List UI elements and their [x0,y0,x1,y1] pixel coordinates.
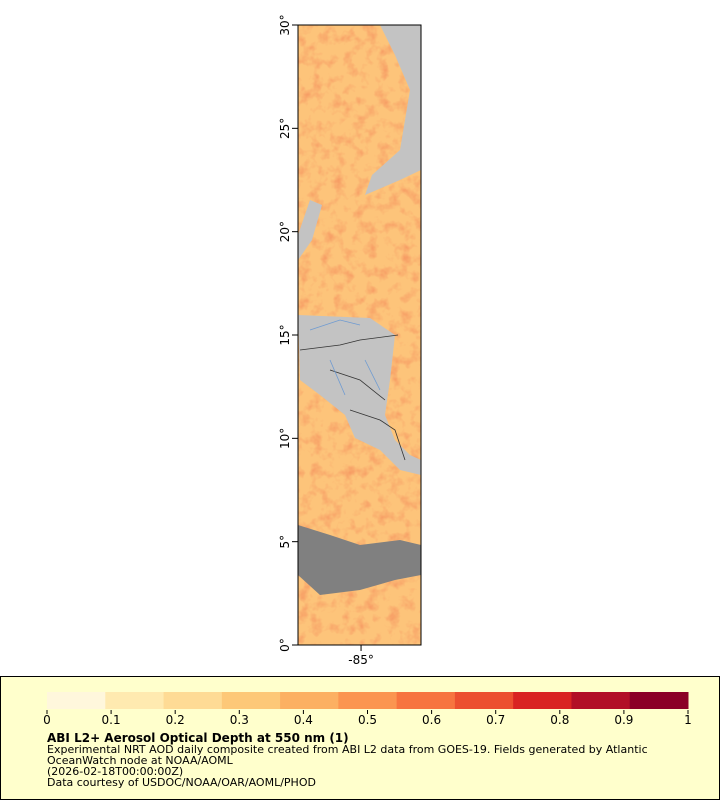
colorbar-step [105,692,165,709]
colorbar-step [571,692,631,709]
y-tick-label: 20° [278,221,292,242]
y-tick-label: 25° [278,118,292,139]
colorbar-tick-label: 0.6 [422,713,441,727]
caption-line: Data courtesy of USDOC/NOAA/OAR/AOML/PHO… [47,776,316,789]
colorbar-tick-label: 0.8 [550,713,569,727]
x-tick-label: -85° [348,653,374,667]
colorbar-tick-label: 0.9 [614,713,633,727]
colorbar-step [47,692,106,709]
colorbar-tick-label: 0 [43,713,51,727]
caption-line: OceanWatch node at NOAA/AOML [47,754,234,767]
y-tick-label: 0° [278,638,292,652]
axes: 0° 5° 10° 15° 20° 25° 30° -85° [278,14,374,667]
colorbar-step [396,692,456,709]
y-tick-label: 10° [278,428,292,449]
colorbar-step [513,692,572,709]
colorbar-tick-label: 1 [684,713,692,727]
legend-title: ABI L2+ Aerosol Optical Depth at 550 nm … [47,731,349,745]
map-image [298,25,421,645]
y-tick-label: 30° [278,14,292,35]
colorbar-tick-label: 0.3 [230,713,249,727]
caption-line: (2026-02-18T00:00:00Z) [47,765,183,778]
colorbar-tick-label: 0.2 [166,713,185,727]
legend: 0 0.1 0.2 0.3 0.4 0.5 0.6 0.7 0.8 0.9 1 [43,692,692,727]
colorbar-step [221,692,281,709]
colorbar-tick-label: 0.7 [486,713,505,727]
colorbar-step [629,692,689,709]
y-tick-label: 5° [278,535,292,549]
colorbar-step [338,692,398,709]
colorbar-tick-label: 0.5 [358,713,377,727]
colorbar-step [454,692,514,709]
colorbar-step [163,692,223,709]
colorbar-step [280,692,339,709]
colorbar-tick-label: 0.4 [294,713,313,727]
y-tick-label: 15° [278,324,292,345]
colorbar-tick-label: 0.1 [102,713,121,727]
caption-line: Experimental NRT AOD daily composite cre… [47,743,648,756]
